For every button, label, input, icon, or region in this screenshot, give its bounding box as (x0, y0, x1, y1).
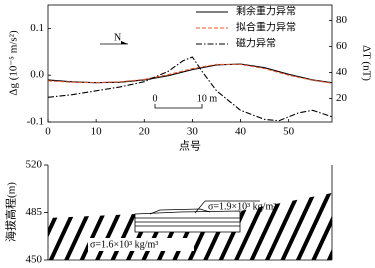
x-tick-label: 40 (235, 126, 247, 138)
north-arrow-head (121, 41, 128, 44)
series-line (47, 63, 333, 84)
legend-label: 磁力异常 (236, 36, 276, 49)
x-tick-label: 0 (45, 126, 51, 138)
y2-tick-label: 80 (336, 14, 348, 26)
section: σ=1.9×10³ kg/m³ σ=1.6×10³ kg/m³ 海拔高程(m) (4, 165, 333, 261)
y-tick-label: 0.0 (30, 69, 44, 81)
y-tick-label: 0.1 (30, 22, 44, 34)
plot-frame (47, 4, 333, 123)
leader-line (194, 200, 206, 214)
y-tick-label: 450 (26, 254, 43, 266)
y2-tick-label: 60 (336, 40, 348, 52)
north-label: N (114, 32, 121, 43)
y2-axis-label: ΔT (nT) (360, 45, 372, 81)
y-axis-label: 海拔高程(m) (4, 182, 18, 242)
series-line (47, 63, 333, 84)
legend-label: 拟合重力异常 (236, 20, 296, 33)
scale-bar (154, 104, 203, 109)
x-tick-label: 50 (283, 126, 295, 138)
body (134, 210, 241, 233)
legend-label: 剩余重力异常 (236, 4, 296, 17)
x-axis-label: 点号 (179, 140, 201, 153)
y2-tick-label: 20 (336, 92, 348, 104)
y-tick-label: -0.1 (27, 116, 44, 128)
x-tick-label: 30 (187, 126, 199, 138)
y-tick-label: 485 (26, 206, 43, 218)
y2-tick-label: 40 (336, 66, 348, 78)
series-line (47, 56, 333, 122)
label-bg (88, 238, 194, 251)
host-label: σ=1.6×10³ kg/m³ (90, 239, 158, 250)
upper-body-label: σ=1.9×10³ kg/m³ (208, 201, 276, 212)
body-layers (135, 208, 240, 227)
scale-end: 10 m (197, 93, 218, 104)
y-tick-label: 520 (26, 159, 43, 171)
y-axis-label: Δg (10⁻⁵ m/s²) (8, 30, 20, 96)
x-tick-label: 20 (139, 126, 151, 138)
scale-start: 0 (153, 93, 158, 104)
x-tick-label: 10 (91, 126, 103, 138)
